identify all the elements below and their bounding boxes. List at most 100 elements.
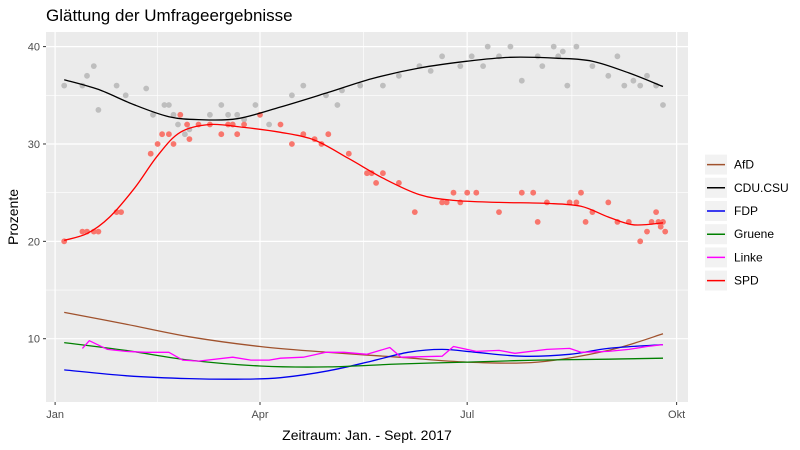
data-point [578, 189, 584, 196]
data-point [122, 92, 129, 99]
data-point [380, 82, 386, 89]
data-point [582, 219, 589, 225]
y-tick-label: 20 [28, 236, 40, 248]
data-point [480, 63, 486, 69]
data-point [373, 180, 379, 186]
data-point [559, 48, 566, 55]
data-point [573, 43, 580, 50]
data-point [589, 63, 596, 69]
data-point [396, 180, 402, 186]
series-line-fdp [64, 343, 664, 380]
data-point [266, 121, 272, 128]
legend: AfD CDU.CSU FDP Gruene Linke SPD [702, 146, 798, 294]
data-point [61, 82, 68, 89]
data-point [614, 53, 621, 60]
legend-label: AfD [734, 158, 754, 172]
legend-label: Linke [734, 250, 763, 264]
x-axis-title: Zeitraum: Jan. - Sept. 2017 [282, 427, 452, 443]
data-point [427, 68, 434, 74]
x-tick-label: Jul [460, 409, 474, 421]
legend-label: SPD [734, 274, 759, 288]
data-point [443, 199, 450, 206]
data-point [573, 199, 580, 206]
data-point [566, 199, 573, 206]
data-point [484, 43, 491, 50]
data-point [225, 111, 232, 118]
data-point [218, 131, 225, 138]
data-point [660, 102, 666, 108]
data-point [150, 111, 156, 118]
axis-layer: 10 20 30 40 Jan Apr Jul Okt [28, 42, 685, 421]
data-point [357, 82, 364, 89]
data-point [154, 141, 161, 147]
data-point [334, 102, 341, 108]
data-point [530, 189, 537, 196]
y-tick-label: 30 [28, 139, 40, 151]
data-point [468, 53, 475, 60]
data-point [84, 72, 90, 79]
data-point [605, 199, 612, 206]
data-point [534, 219, 541, 225]
data-point [660, 219, 666, 225]
data-point [368, 170, 375, 177]
data-point [95, 228, 102, 235]
plot-panel [46, 32, 688, 402]
data-point [644, 72, 650, 79]
data-point [161, 102, 168, 108]
data-point [345, 150, 352, 157]
data-point [252, 102, 259, 108]
y-tick-label: 40 [28, 42, 40, 54]
x-tick-label: Apr [251, 409, 268, 421]
data-point [653, 209, 659, 216]
data-point [539, 63, 546, 69]
data-point [439, 53, 445, 60]
data-point [364, 170, 370, 177]
data-point [564, 82, 571, 89]
chart-title: Glättung der Umfrageergebnisse [46, 6, 293, 25]
data-point [234, 111, 241, 118]
data-point [439, 199, 445, 206]
data-point [325, 131, 332, 138]
data-point [118, 209, 124, 216]
data-point [300, 82, 307, 89]
data-point [289, 141, 295, 147]
legend-label: CDU.CSU [734, 181, 789, 195]
data-point [300, 131, 307, 138]
data-point [95, 107, 102, 113]
lines-layer [64, 56, 664, 380]
points-layer [61, 43, 669, 245]
data-point [159, 131, 166, 138]
data-point [277, 121, 284, 128]
data-point [411, 209, 418, 216]
data-point [170, 141, 177, 147]
data-point [605, 72, 612, 79]
data-point [518, 189, 525, 196]
data-point [550, 43, 557, 50]
data-point [464, 189, 471, 196]
data-point [630, 77, 637, 84]
legend-label: FDP [734, 204, 758, 218]
data-point [170, 111, 177, 118]
data-point [182, 131, 188, 138]
data-point [207, 111, 213, 118]
data-point [218, 102, 225, 108]
data-point [184, 121, 191, 128]
grid-layer [46, 32, 688, 402]
data-point [473, 189, 480, 196]
y-tick-label: 10 [28, 334, 40, 346]
data-point [166, 131, 172, 138]
data-point [175, 121, 181, 128]
data-point [518, 77, 525, 84]
series-line-afd [64, 311, 664, 364]
data-point [637, 82, 644, 89]
x-tick-label: Jan [46, 409, 64, 421]
x-tick-label: Okt [668, 409, 685, 421]
data-point [544, 199, 550, 206]
data-point [496, 209, 502, 216]
data-point [234, 131, 241, 138]
data-point [241, 121, 248, 128]
series-line-cdu-csu [64, 56, 664, 121]
series-line-spd [64, 123, 664, 242]
